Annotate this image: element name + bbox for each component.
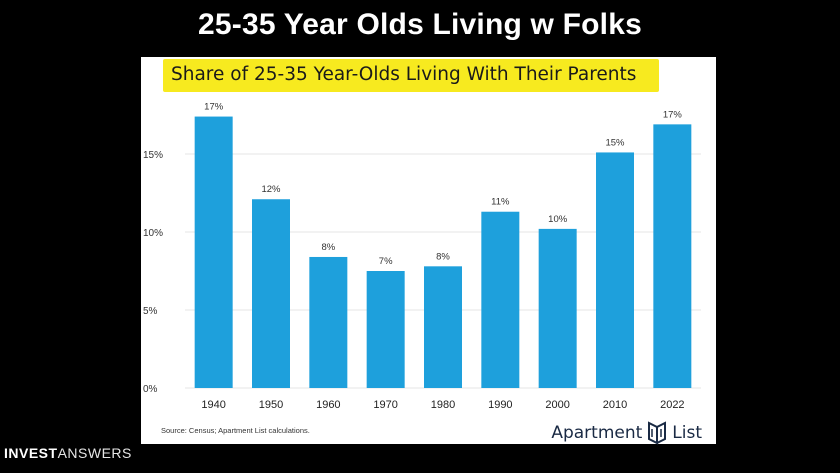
brand-logo: Apartment List: [551, 421, 702, 445]
investanswers-logo: INVESTANSWERS: [4, 445, 132, 461]
bar: [424, 266, 462, 388]
y-tick-label: 10%: [143, 228, 163, 239]
bar: [538, 228, 577, 388]
x-tick-label: 1970: [373, 399, 397, 411]
bar: [653, 124, 692, 389]
brand-name-left: Apartment: [551, 423, 643, 443]
data-label: 8%: [321, 242, 335, 253]
x-tick-label: 1980: [431, 399, 455, 411]
data-label: 8%: [436, 251, 450, 262]
bar: [366, 271, 405, 388]
x-tick-label: 1990: [488, 399, 512, 411]
y-tick-label: 5%: [143, 306, 158, 317]
bar: [252, 199, 290, 388]
data-label: 7%: [379, 256, 393, 267]
data-label: 11%: [491, 197, 510, 208]
source-note: Source: Census; Apartment List calculati…: [161, 426, 310, 435]
brand-name-right: List: [672, 423, 702, 443]
x-tick-label: 1960: [316, 399, 340, 411]
bar: [194, 116, 233, 388]
chart-card: Share of 25-35 Year-Olds Living With The…: [141, 57, 716, 445]
bar: [309, 256, 348, 388]
apartment-list-logo-icon: [648, 421, 667, 445]
x-tick-label: 1940: [201, 399, 225, 411]
data-label: 17%: [204, 102, 224, 113]
data-label: 12%: [261, 184, 281, 195]
x-tick-label: 2000: [545, 399, 569, 411]
logo-answers: ANSWERS: [57, 445, 132, 461]
x-tick-label: 1950: [259, 399, 283, 411]
chart-title: Share of 25-35 Year-Olds Living With The…: [171, 64, 637, 85]
x-tick-label: 2010: [603, 399, 627, 411]
x-tick-label: 2022: [660, 399, 684, 411]
slide-title: 25-35 Year Olds Living w Folks: [198, 8, 642, 41]
data-label: 10%: [548, 214, 568, 225]
y-tick-label: 15%: [143, 150, 163, 161]
bar: [596, 152, 634, 388]
data-label: 15%: [605, 137, 625, 148]
bar: [481, 211, 520, 388]
bar-chart: 0% 5% 10% 15% 17% 1940 12% 1950 8% 1960 7% 1970 8% 19…: [143, 102, 701, 411]
logo-invest: INVEST: [4, 445, 58, 461]
data-label: 17%: [663, 109, 683, 120]
title-highlight: [163, 59, 659, 92]
y-tick-label: 0%: [143, 384, 158, 395]
